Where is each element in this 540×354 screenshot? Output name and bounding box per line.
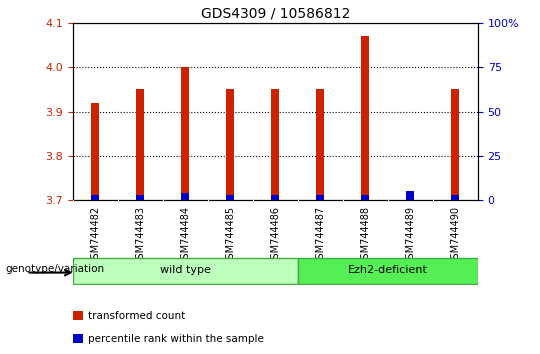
Bar <box>226 195 234 200</box>
Bar <box>91 103 99 200</box>
Text: GSM744485: GSM744485 <box>225 206 235 265</box>
Text: GSM744484: GSM744484 <box>180 206 191 265</box>
Bar <box>361 36 369 200</box>
Bar <box>272 89 280 200</box>
Text: GSM744490: GSM744490 <box>450 206 461 265</box>
Text: GSM744483: GSM744483 <box>136 206 145 265</box>
Bar <box>451 89 460 200</box>
Bar <box>316 195 325 200</box>
Text: GSM744482: GSM744482 <box>90 206 100 265</box>
Text: GSM744488: GSM744488 <box>360 206 370 265</box>
FancyBboxPatch shape <box>73 258 298 284</box>
Text: Ezh2-deficient: Ezh2-deficient <box>348 265 428 275</box>
Text: GSM744486: GSM744486 <box>271 206 280 265</box>
Text: GSM744489: GSM744489 <box>406 206 415 265</box>
FancyBboxPatch shape <box>298 258 478 284</box>
Bar <box>272 195 280 200</box>
Bar <box>451 195 460 200</box>
Bar <box>137 89 145 200</box>
Bar <box>137 195 145 200</box>
Text: GSM744487: GSM744487 <box>315 206 326 265</box>
Bar <box>226 89 234 200</box>
Bar <box>181 193 190 200</box>
Text: percentile rank within the sample: percentile rank within the sample <box>88 333 264 343</box>
Text: wild type: wild type <box>160 265 211 275</box>
Bar <box>407 191 415 200</box>
Text: genotype/variation: genotype/variation <box>5 264 105 274</box>
Title: GDS4309 / 10586812: GDS4309 / 10586812 <box>201 6 350 21</box>
Text: transformed count: transformed count <box>88 310 185 320</box>
Bar <box>316 89 325 200</box>
Bar <box>181 67 190 200</box>
Bar <box>361 195 369 200</box>
Bar <box>91 195 99 200</box>
